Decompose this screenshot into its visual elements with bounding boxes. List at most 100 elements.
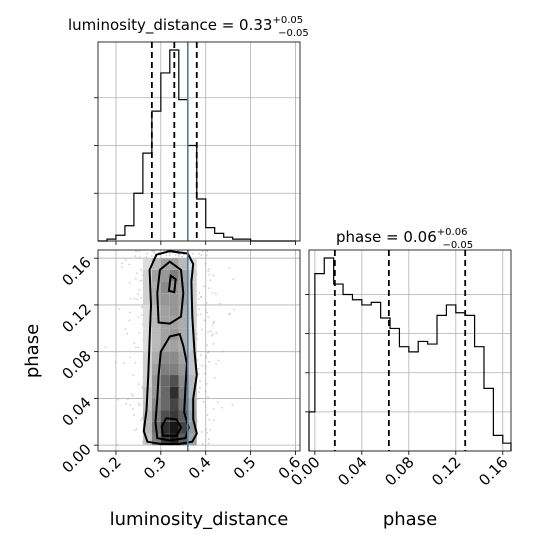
sample-point bbox=[181, 250, 184, 253]
sample-point bbox=[151, 250, 154, 253]
sample-point bbox=[205, 382, 208, 385]
sample-point bbox=[153, 250, 156, 253]
density-cell bbox=[142, 304, 152, 317]
x-tick-label-phase: 0.08 bbox=[381, 453, 417, 489]
sample-point bbox=[198, 308, 201, 310]
sample-point bbox=[201, 364, 203, 367]
sample-point bbox=[216, 401, 219, 403]
panel-phase-histogram: phase = 0.06+0.06 −0.05 0.00 0.04 0.08 0.12 0… bbox=[287, 227, 511, 530]
sample-point bbox=[139, 297, 142, 299]
sample-point bbox=[137, 293, 140, 295]
density-cell bbox=[178, 269, 188, 282]
sample-point bbox=[114, 360, 117, 363]
density-cell bbox=[178, 363, 188, 376]
sample-point bbox=[197, 368, 200, 370]
panel-luminosity-distance-histogram: luminosity_distance = 0.33+0.05 −0.05 bbox=[68, 15, 309, 245]
density-cell bbox=[142, 363, 152, 376]
sample-point bbox=[137, 346, 140, 349]
sample-point bbox=[210, 334, 213, 337]
sample-point bbox=[206, 250, 209, 253]
density-cell bbox=[142, 316, 152, 329]
sample-point bbox=[134, 277, 137, 280]
sample-point bbox=[203, 319, 206, 322]
sample-point bbox=[141, 314, 143, 316]
density-cell bbox=[187, 386, 197, 399]
density-cell bbox=[160, 386, 170, 399]
density-cell bbox=[151, 316, 161, 329]
sample-point bbox=[208, 360, 210, 363]
density-cell bbox=[169, 339, 179, 352]
sample-point bbox=[201, 328, 203, 331]
contour-line bbox=[154, 332, 190, 442]
sample-point bbox=[196, 398, 199, 400]
sample-point bbox=[205, 428, 208, 431]
density-cell bbox=[151, 328, 161, 340]
density-cell bbox=[187, 433, 197, 446]
sample-point bbox=[200, 254, 203, 257]
density-cell bbox=[160, 410, 170, 422]
sample-point bbox=[138, 250, 141, 253]
sample-point bbox=[249, 387, 252, 390]
sample-point bbox=[133, 342, 136, 345]
density-cell bbox=[169, 363, 179, 376]
sample-point bbox=[215, 331, 218, 334]
sample-point bbox=[135, 272, 138, 275]
sample-point bbox=[89, 396, 91, 398]
sample-point bbox=[104, 346, 107, 349]
sample-point bbox=[196, 359, 199, 361]
sample-point bbox=[128, 263, 131, 266]
sample-point bbox=[196, 313, 199, 316]
sample-point bbox=[135, 250, 137, 253]
contour-line bbox=[156, 260, 185, 325]
sample-point bbox=[146, 252, 148, 255]
contour-line bbox=[142, 250, 198, 445]
x-tick-label-phase: 0.12 bbox=[428, 453, 464, 489]
sample-point bbox=[130, 393, 133, 396]
sample-point bbox=[208, 273, 211, 276]
sample-point bbox=[134, 361, 137, 364]
sample-point bbox=[197, 372, 200, 375]
sample-point bbox=[128, 319, 131, 322]
sample-point bbox=[208, 287, 211, 289]
sample-point bbox=[221, 406, 224, 409]
x-axis-label-phase: phase bbox=[383, 509, 437, 530]
sample-point bbox=[139, 404, 141, 407]
density-cell bbox=[178, 410, 188, 422]
sample-point bbox=[211, 324, 214, 327]
sample-point bbox=[215, 292, 217, 295]
density-cell bbox=[142, 258, 152, 270]
sample-point bbox=[206, 311, 209, 314]
y-tick-label-phase: 0.16 bbox=[58, 253, 94, 289]
density-cell bbox=[151, 293, 161, 305]
sample-point bbox=[128, 311, 131, 314]
density-cell bbox=[142, 339, 152, 352]
sample-point bbox=[141, 306, 143, 309]
sample-point bbox=[205, 355, 207, 357]
sample-point bbox=[121, 262, 124, 264]
sample-point bbox=[121, 266, 123, 268]
density-cell bbox=[169, 293, 179, 305]
sample-point bbox=[132, 407, 135, 410]
x-tick-label-phase: 0.16 bbox=[475, 453, 511, 489]
density-cell bbox=[178, 398, 188, 411]
sample-point bbox=[168, 254, 171, 257]
sample-point bbox=[199, 387, 201, 389]
sample-point bbox=[232, 278, 235, 281]
sample-point bbox=[181, 255, 184, 258]
sample-point bbox=[138, 332, 141, 334]
sample-point bbox=[210, 330, 212, 333]
sample-point bbox=[145, 256, 148, 259]
sample-point bbox=[140, 419, 142, 421]
sample-point bbox=[118, 308, 121, 311]
sample-point bbox=[207, 438, 210, 441]
y-tick-label-phase: 0.08 bbox=[58, 347, 94, 383]
sample-point bbox=[136, 298, 139, 301]
sample-point bbox=[116, 443, 119, 446]
density-cell bbox=[151, 281, 161, 294]
density-cell bbox=[169, 421, 179, 434]
density-cell bbox=[151, 386, 161, 399]
sample-point bbox=[138, 383, 140, 385]
density-cell bbox=[169, 375, 179, 387]
sample-point bbox=[141, 279, 143, 282]
sample-point bbox=[212, 408, 215, 410]
